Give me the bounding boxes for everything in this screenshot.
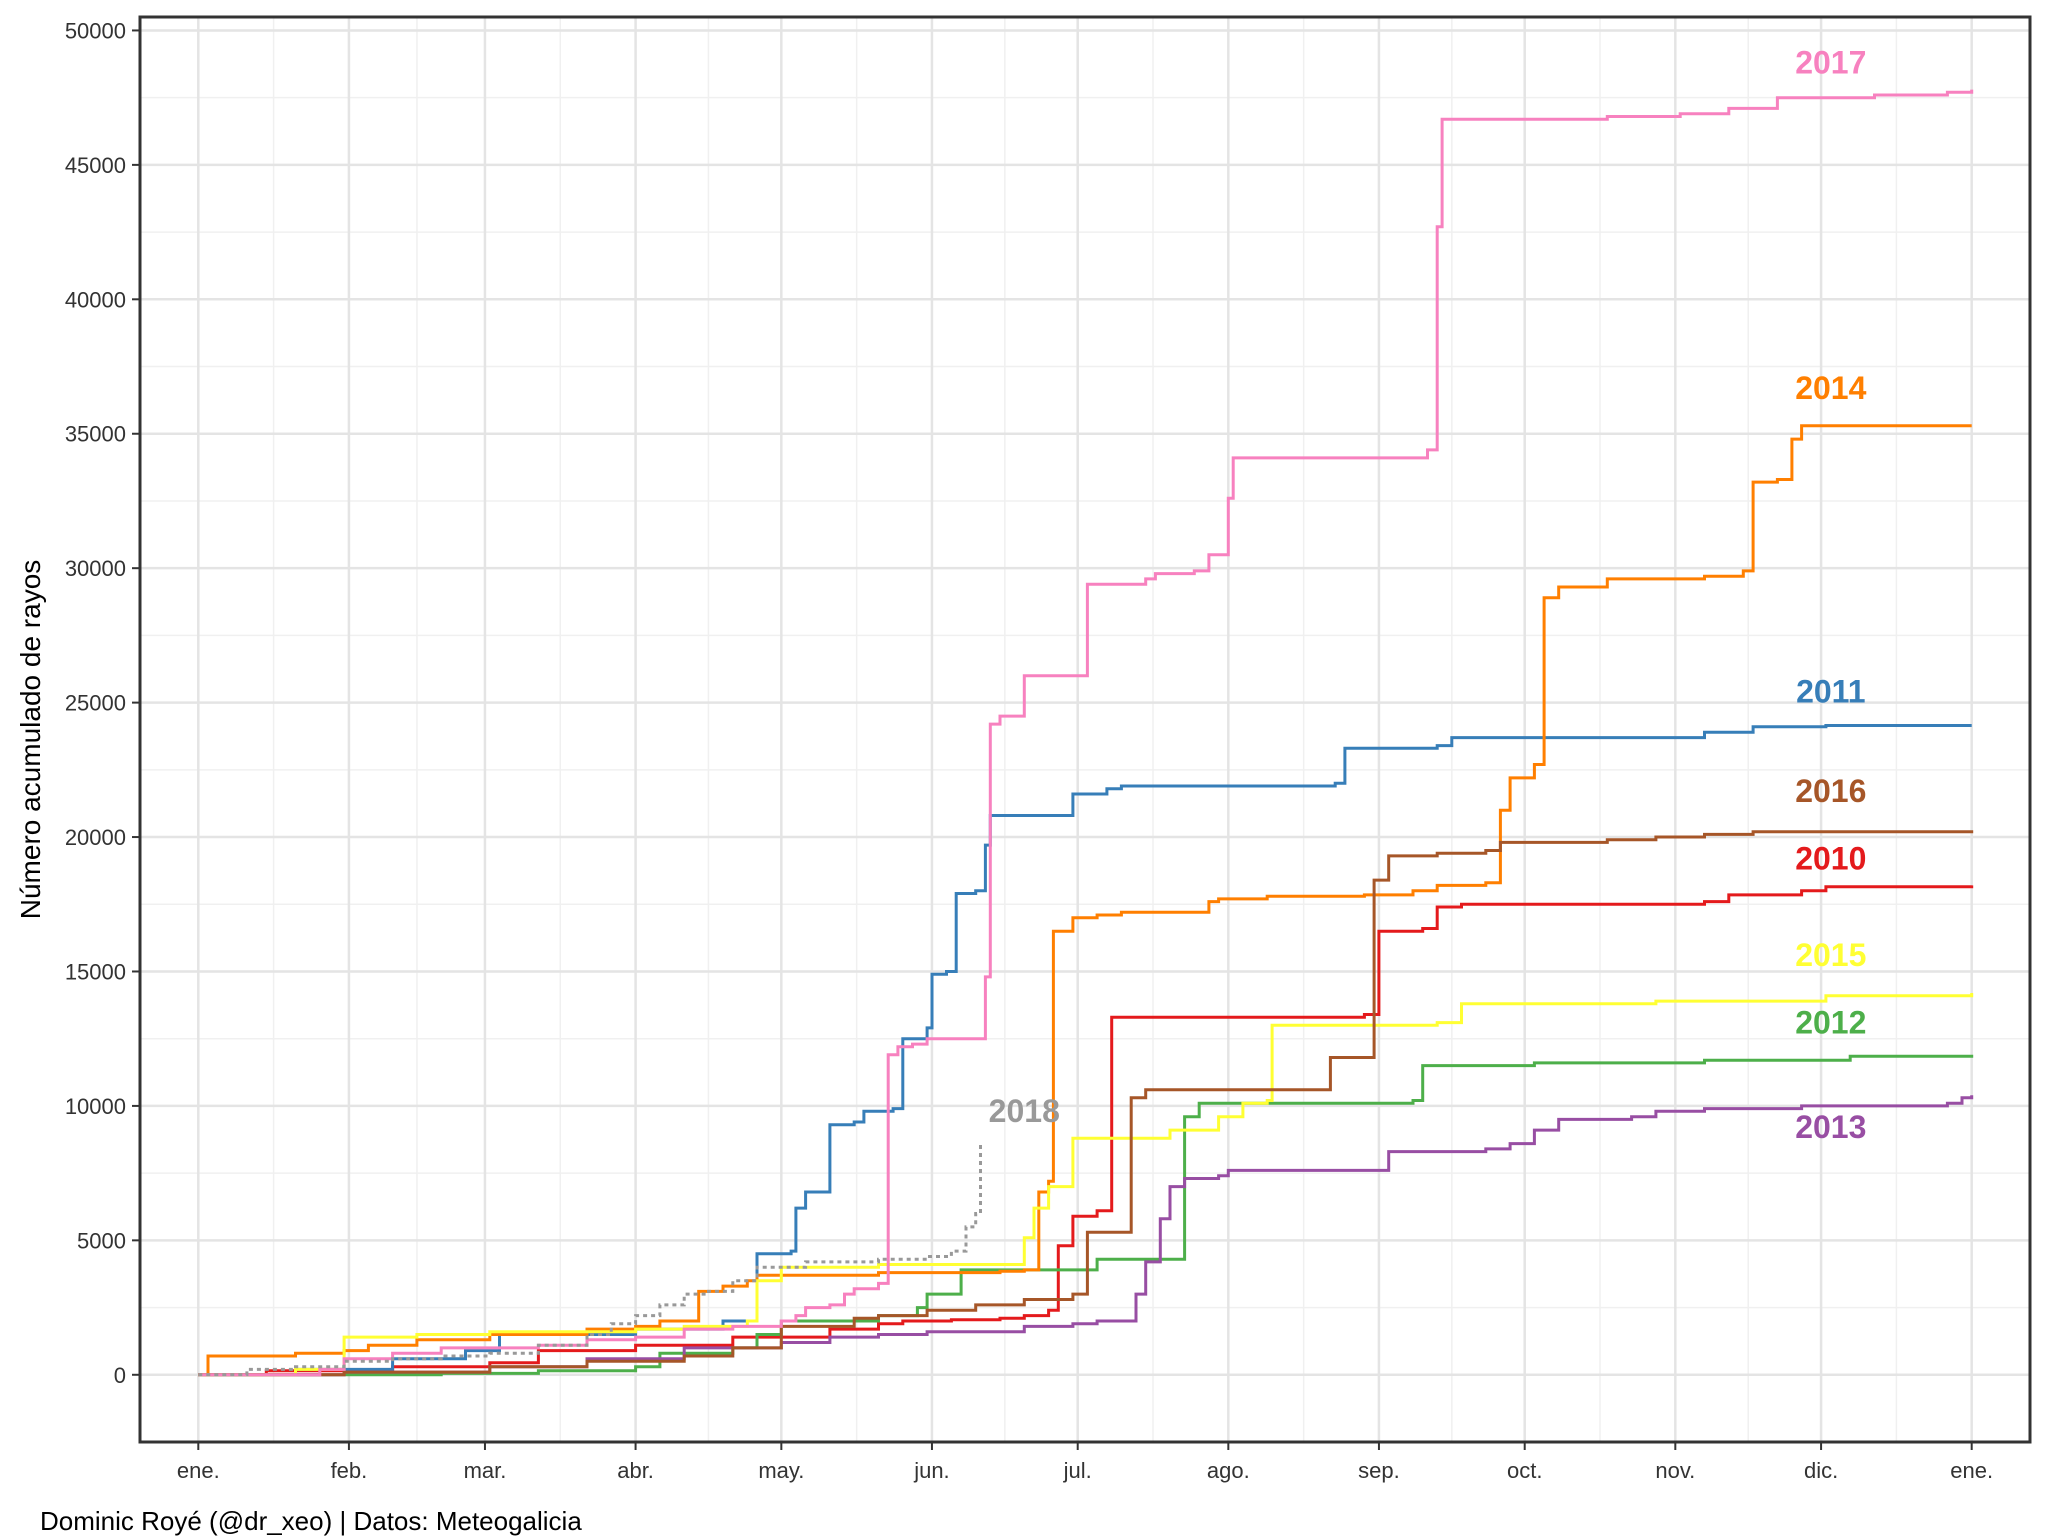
x-tick-label: jul. (1063, 1458, 1092, 1483)
series-line-2013 (198, 1095, 1974, 1377)
x-tick-label: ene. (177, 1458, 220, 1483)
major-gridlines (140, 17, 2030, 1442)
y-tick-label: 10000 (65, 1094, 126, 1119)
plot-panel (140, 17, 2030, 1442)
series-label-2011: 2011 (1796, 674, 1865, 710)
y-tick-label: 0 (114, 1363, 126, 1388)
series-label-2015: 2015 (1795, 937, 1866, 973)
y-tick-label: 45000 (65, 153, 126, 178)
series-line-2010 (198, 885, 1974, 1377)
series-labels: 2017 2014 2011 2016 2010 2015 2012 2013 2018 (989, 44, 1867, 1145)
x-tick-label: feb. (331, 1458, 368, 1483)
x-tick-label: oct. (1507, 1458, 1542, 1483)
series-line-2016 (198, 830, 1974, 1377)
y-tick-label: 35000 (65, 422, 126, 447)
y-tick-label: 40000 (65, 287, 126, 312)
y-tick-label: 30000 (65, 556, 126, 581)
y-axis: 0 5000 10000 15000 20000 25000 30000 35000 40000… (65, 18, 140, 1388)
series-label-2018: 2018 (989, 1093, 1060, 1129)
x-tick-label: ago. (1207, 1458, 1250, 1483)
series-label-2012: 2012 (1795, 1004, 1866, 1040)
x-tick-label: abr. (617, 1458, 654, 1483)
source-caption: Dominic Royé (@dr_xeo) | Datos: Meteogal… (40, 1506, 582, 1536)
series-label-2016: 2016 (1795, 773, 1866, 809)
series-line-2018 (198, 1143, 982, 1377)
series-label-2013: 2013 (1795, 1109, 1866, 1145)
x-tick-label: mar. (464, 1458, 507, 1483)
series-label-2014: 2014 (1795, 370, 1866, 406)
series-line-2014 (198, 424, 1972, 1377)
x-tick-label: sep. (1358, 1458, 1400, 1483)
x-tick-label: nov. (1655, 1458, 1695, 1483)
x-tick-label: jun. (913, 1458, 949, 1483)
y-axis-title: Número acumulado de rayos (15, 560, 46, 920)
x-tick-label: dic. (1804, 1458, 1838, 1483)
x-tick-label: ene. (1950, 1458, 1993, 1483)
y-tick-label: 5000 (77, 1228, 126, 1253)
series-label-2010: 2010 (1795, 840, 1866, 876)
series-label-2017: 2017 (1795, 44, 1866, 80)
series-line-2015 (198, 993, 1974, 1377)
series-line-2017 (198, 89, 1974, 1377)
y-tick-label: 20000 (65, 825, 126, 850)
x-axis: ene. feb. mar. abr. may. jun. jul. ago. sep. oct.… (177, 1442, 1993, 1483)
series-lines (198, 89, 1974, 1377)
x-tick-label: may. (758, 1458, 804, 1483)
plot-border (138, 15, 2032, 1444)
y-tick-label: 15000 (65, 959, 126, 984)
y-tick-label: 50000 (65, 18, 126, 43)
y-tick-label: 25000 (65, 691, 126, 716)
